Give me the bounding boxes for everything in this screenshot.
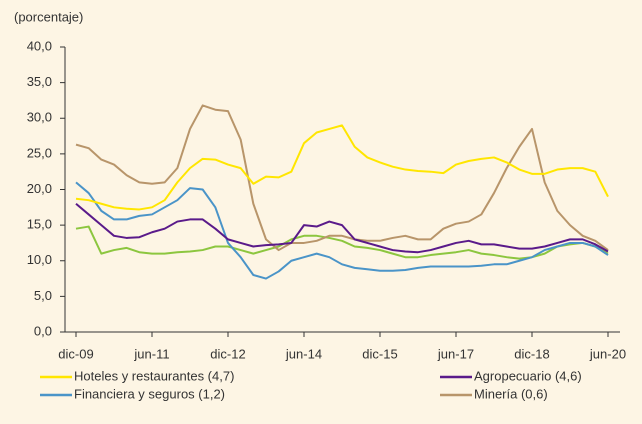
series-line [75, 181, 609, 280]
y-tick-label: 5,0 [34, 288, 52, 303]
x-tick-label: jun-11 [133, 346, 169, 361]
y-tick-label: 10,0 [27, 252, 52, 267]
legend-label: Financiera y seguros (1,2) [74, 386, 225, 401]
y-tick-label: 15,0 [27, 217, 52, 232]
legend-label: Minería (0,6) [474, 386, 548, 401]
x-tick-label: dic-18 [514, 346, 549, 361]
y-tick-label: 0,0 [34, 323, 52, 338]
series-line [75, 104, 609, 252]
series-line [75, 225, 609, 260]
y-tick-label: 20,0 [27, 181, 52, 196]
y-tick-label: 40,0 [27, 38, 52, 53]
x-tick-label: dic-12 [210, 346, 245, 361]
x-tick-label: jun-14 [285, 346, 322, 361]
x-tick-label: jun-20 [589, 346, 626, 361]
series-line [75, 202, 609, 254]
y-tick-label: 30,0 [27, 110, 52, 125]
y-axis-label: (porcentaje) [14, 9, 83, 24]
series-line [75, 124, 609, 211]
x-tick-label: jun-17 [437, 346, 474, 361]
legend-label: Agropecuario (4,6) [474, 368, 582, 383]
y-tick-label: 35,0 [27, 74, 52, 89]
x-tick-label: dic-15 [362, 346, 397, 361]
x-tick-label: dic-09 [58, 346, 93, 361]
legend-label: Hoteles y restaurantes (4,7) [74, 368, 234, 383]
y-tick-label: 25,0 [27, 145, 52, 160]
